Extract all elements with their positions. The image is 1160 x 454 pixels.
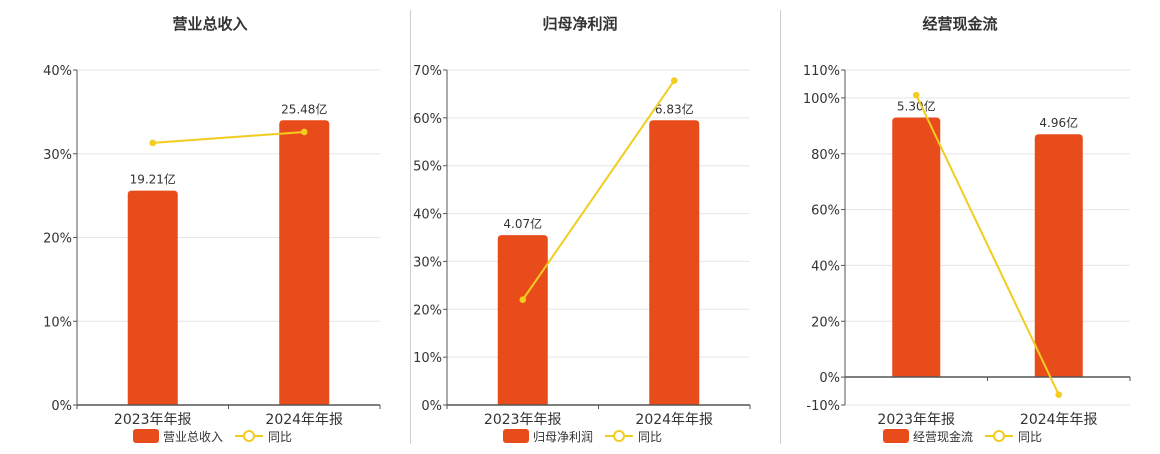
yoy-point (670, 77, 678, 84)
yoy-line (915, 94, 1060, 396)
y-tick-label: 10% (413, 351, 442, 366)
bar-data-label: 4.07亿 (503, 216, 542, 231)
bar (1034, 134, 1083, 378)
legend-line-marker (993, 430, 1006, 442)
yoy-line (152, 130, 305, 144)
bar (892, 117, 941, 378)
x-tick-label: 2024年年报 (635, 412, 713, 428)
legend-line-label: 同比 (268, 430, 292, 444)
panel-divider (780, 10, 781, 444)
y-tick-label: 10% (43, 315, 72, 330)
y-tick-label: 70% (413, 64, 442, 79)
legend-bar-swatch (883, 429, 909, 443)
y-tick-label: 60% (413, 112, 442, 127)
y-tick-label: 0% (51, 399, 72, 414)
y-tick-label: 0% (819, 371, 840, 386)
y-tick-label: 30% (413, 255, 442, 270)
yoy-point (1055, 391, 1063, 398)
yoy-point (149, 139, 157, 147)
yoy-point (300, 128, 308, 136)
y-tick-label: 0% (421, 399, 442, 414)
x-tick-label: 2023年年报 (877, 412, 955, 428)
legend-line-marker (243, 430, 256, 442)
x-tick-label: 2024年年报 (265, 412, 343, 428)
x-tick-label: 2024年年报 (1020, 412, 1098, 428)
bar-data-label: 25.48亿 (281, 101, 327, 116)
bar-data-label: 6.83亿 (655, 101, 694, 116)
bar (649, 120, 700, 405)
y-tick-label: 50% (413, 160, 442, 175)
chart-title: 归母净利润 (542, 15, 617, 33)
chart-title: 经营现金流 (922, 15, 997, 33)
bar (279, 120, 330, 405)
y-tick-label: 20% (811, 315, 840, 330)
legend-bar-swatch (133, 429, 159, 443)
y-tick-label: 30% (43, 148, 72, 163)
legend-line-marker (613, 430, 626, 442)
y-tick-label: 80% (811, 148, 840, 163)
bar (127, 190, 178, 405)
legend-bar-label: 经营现金流 (913, 429, 973, 444)
bar-data-label: 5.30亿 (897, 98, 936, 113)
y-tick-label: 110% (803, 64, 840, 79)
legend-bar-label: 归母净利润 (533, 430, 593, 444)
x-tick-label: 2023年年报 (484, 412, 562, 428)
x-tick-label: 2023年年报 (114, 412, 192, 428)
yoy-point (912, 91, 920, 99)
legend-line-label: 同比 (638, 430, 662, 444)
yoy-line (521, 79, 676, 301)
y-tick-label: 40% (413, 208, 442, 223)
panel-divider (410, 10, 411, 444)
bar-data-label: 4.96亿 (1039, 115, 1078, 130)
y-tick-label: 100% (803, 92, 840, 107)
legend-bar-label: 营业总收入 (163, 430, 223, 444)
y-tick-label: 40% (811, 259, 840, 274)
legend-line-label: 同比 (1018, 430, 1042, 444)
yoy-point (519, 296, 527, 304)
y-tick-label: 20% (413, 303, 442, 318)
bar-data-label: 19.21亿 (130, 172, 176, 187)
legend-bar-swatch (503, 429, 529, 443)
y-tick-label: -10% (806, 399, 840, 414)
chart-title: 营业总收入 (172, 15, 247, 33)
y-tick-label: 40% (43, 64, 72, 79)
y-tick-label: 20% (43, 232, 72, 247)
bar (497, 235, 548, 405)
y-tick-label: 60% (811, 204, 840, 219)
